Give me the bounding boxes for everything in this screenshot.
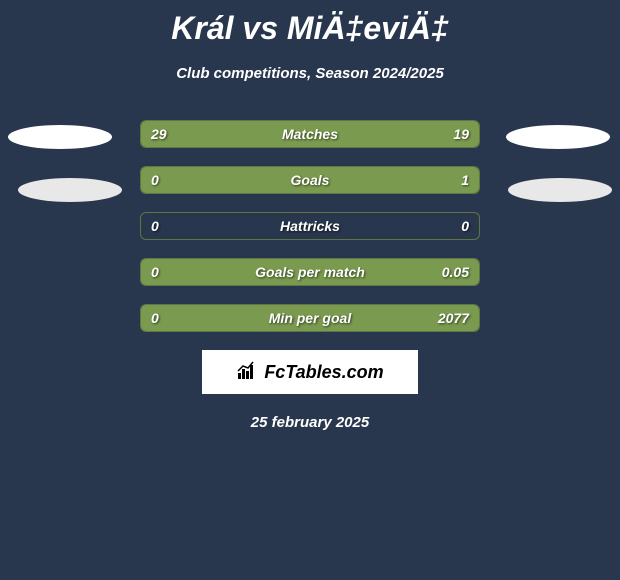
stat-row-goals: 0 Goals 1: [0, 166, 620, 194]
bar-goals: 0 Goals 1: [140, 166, 480, 194]
stat-label: Hattricks: [141, 213, 479, 239]
stat-right-value: 1: [461, 167, 469, 193]
bar-gpm: 0 Goals per match 0.05: [140, 258, 480, 286]
stat-right-value: 0.05: [442, 259, 469, 285]
stat-row-hattricks: 0 Hattricks 0: [0, 212, 620, 240]
stat-row-mpg: 0 Min per goal 2077: [0, 304, 620, 332]
watermark-chart-icon: [236, 361, 258, 384]
bar-matches: 29 Matches 19: [140, 120, 480, 148]
stat-right-value: 0: [461, 213, 469, 239]
stat-right-value: 2077: [438, 305, 469, 331]
stat-label: Goals per match: [141, 259, 479, 285]
watermark-text: FcTables.com: [264, 362, 383, 383]
subtitle: Club competitions, Season 2024/2025: [0, 65, 620, 82]
date-text: 25 february 2025: [0, 414, 620, 431]
stat-label: Matches: [141, 121, 479, 147]
stat-label: Min per goal: [141, 305, 479, 331]
bar-hattricks: 0 Hattricks 0: [140, 212, 480, 240]
stat-label: Goals: [141, 167, 479, 193]
bar-mpg: 0 Min per goal 2077: [140, 304, 480, 332]
stat-right-value: 19: [453, 121, 469, 147]
stat-row-gpm: 0 Goals per match 0.05: [0, 258, 620, 286]
stats-container: 29 Matches 19 0 Goals 1 0 Hattricks 0 0 …: [0, 120, 620, 332]
watermark-box: FcTables.com: [202, 350, 418, 394]
page-title: Král vs MiÄ‡eviÄ‡: [0, 0, 620, 47]
stat-row-matches: 29 Matches 19: [0, 120, 620, 148]
